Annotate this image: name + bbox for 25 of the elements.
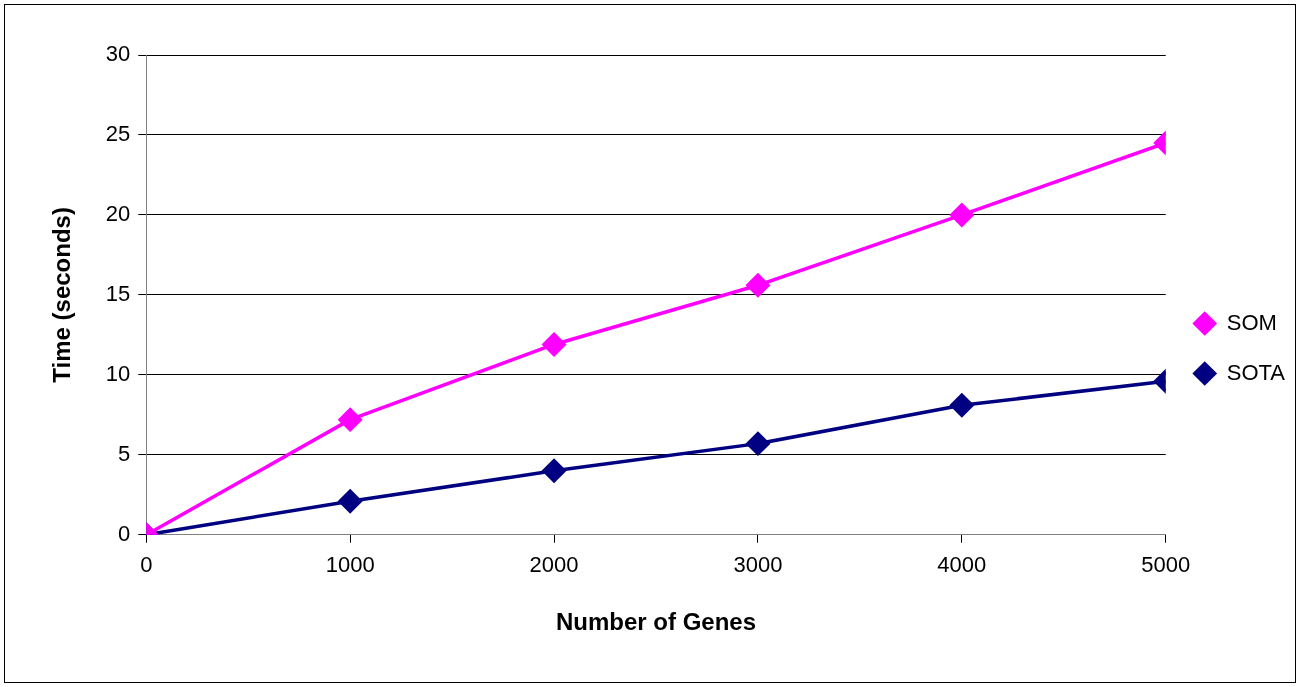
x-tick-label: 3000 [733, 552, 783, 578]
x-axis-title: Number of Genes [555, 608, 757, 636]
point [746, 431, 770, 456]
point [338, 407, 362, 432]
y-tick-label: 20 [105, 201, 131, 226]
y-tick-label: 5 [118, 440, 131, 466]
x-tick-label: 4000 [937, 552, 987, 578]
y-tick-label: 10 [105, 360, 131, 386]
point [542, 459, 566, 483]
point [338, 489, 362, 513]
y-axis-title: Time (seconds) [48, 207, 76, 383]
point [950, 393, 974, 417]
x-tick-label: 0 [140, 552, 153, 578]
x-tick-label: 2000 [529, 552, 579, 578]
y-tick-label: 0 [118, 520, 131, 546]
y-tick-label: 25 [105, 121, 131, 147]
legend-label: SOTA [1226, 359, 1286, 385]
point [746, 273, 770, 298]
y-tick-label: 15 [105, 280, 131, 306]
point [542, 332, 566, 357]
point [950, 203, 974, 227]
y-tick-label: 30 [105, 41, 131, 67]
x-tick-label: 1000 [325, 552, 375, 578]
legend-label: SOM [1226, 309, 1277, 335]
x-tick-label: 5000 [1141, 552, 1191, 578]
